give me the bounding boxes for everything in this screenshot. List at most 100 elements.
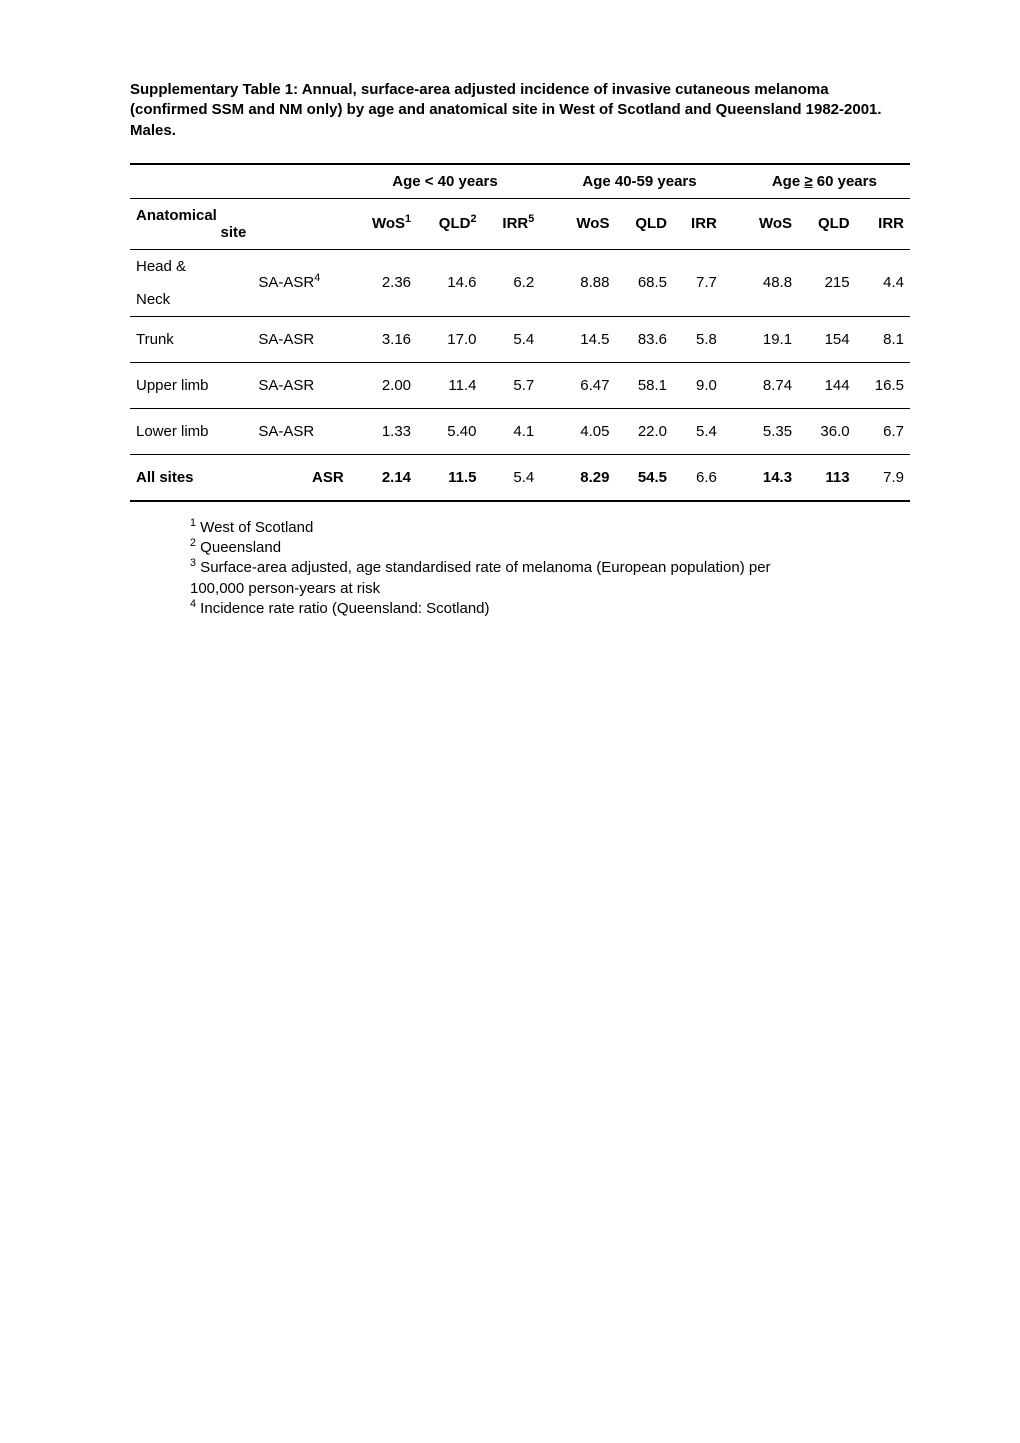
col-spacer <box>540 249 556 316</box>
footnote-3a: 3 Surface-area adjusted, age standardise… <box>190 558 910 578</box>
col-spacer <box>540 316 556 362</box>
row-measure: SA-ASR <box>252 408 349 454</box>
page: Supplementary Table 1: Annual, surface-a… <box>0 0 1020 1443</box>
cell: 11.5 <box>417 454 482 501</box>
cell: 54.5 <box>615 454 673 501</box>
cell: 22.0 <box>615 408 673 454</box>
col-spacer <box>723 454 739 501</box>
cell: 215 <box>798 249 856 316</box>
cell: 19.1 <box>739 316 798 362</box>
cell: 2.36 <box>350 249 417 316</box>
cell: 14.5 <box>556 316 615 362</box>
cell: 5.8 <box>673 316 723 362</box>
cell: 16.5 <box>856 362 910 408</box>
col-wos-3: WoS <box>739 198 798 249</box>
col-spacer <box>723 316 739 362</box>
cell: 4.05 <box>556 408 615 454</box>
cell: 17.0 <box>417 316 482 362</box>
age-group-3-prefix: Age <box>772 173 805 190</box>
cell: 6.6 <box>673 454 723 501</box>
col-spacer <box>540 454 556 501</box>
col-spacer <box>540 408 556 454</box>
cell: 6.7 <box>856 408 910 454</box>
row-measure-total: ASR <box>252 454 349 501</box>
cell: 5.7 <box>482 362 540 408</box>
col-anatomical: Anatomical <box>136 207 217 224</box>
col-wos-2: WoS <box>556 198 615 249</box>
col-spacer <box>252 164 349 199</box>
cell: 68.5 <box>615 249 673 316</box>
cell: 4.1 <box>482 408 540 454</box>
cell: 154 <box>798 316 856 362</box>
cell: 5.40 <box>417 408 482 454</box>
cell: 3.16 <box>350 316 417 362</box>
row-label-line2: Neck <box>130 283 252 317</box>
cell: 36.0 <box>798 408 856 454</box>
col-spacer <box>540 164 556 199</box>
col-qld-1: QLD2 <box>417 198 482 249</box>
cell: 1.33 <box>350 408 417 454</box>
age-group-3-header: Age ≥ 60 years <box>739 164 910 199</box>
col-spacer <box>723 249 739 316</box>
col-spacer <box>540 362 556 408</box>
cell: 5.4 <box>673 408 723 454</box>
col-spacer <box>723 408 739 454</box>
col-qld-3: QLD <box>798 198 856 249</box>
col-spacer <box>540 198 556 249</box>
footnote-3b: 100,000 person-years at risk <box>190 579 910 599</box>
cell: 5.35 <box>739 408 798 454</box>
col-anatomical-site: Anatomical site <box>130 198 252 249</box>
footnote-2: 2 Queensland <box>190 538 910 558</box>
col-spacer <box>723 164 739 199</box>
col-wos-1: WoS1 <box>350 198 417 249</box>
cell: 48.8 <box>739 249 798 316</box>
col-qld-2: QLD <box>615 198 673 249</box>
age-group-3-suffix: 60 years <box>813 173 877 190</box>
col-measure <box>252 198 349 249</box>
incidence-table: Age < 40 years Age 40-59 years Age ≥ 60 … <box>130 163 910 502</box>
age-group-1-header: Age < 40 years <box>350 164 541 199</box>
row-measure: SA-ASR <box>252 316 349 362</box>
col-spacer <box>723 198 739 249</box>
cell: 2.14 <box>350 454 417 501</box>
cell: 58.1 <box>615 362 673 408</box>
age-group-2-header: Age 40-59 years <box>556 164 723 199</box>
row-label: Upper limb <box>130 362 252 408</box>
cell: 5.4 <box>482 454 540 501</box>
row-label: Trunk <box>130 316 252 362</box>
cell: 113 <box>798 454 856 501</box>
col-spacer <box>723 362 739 408</box>
age-group-3-ge: ≥ <box>804 173 812 190</box>
row-measure: SA-ASR4 <box>252 249 349 316</box>
cell: 4.4 <box>856 249 910 316</box>
cell: 14.3 <box>739 454 798 501</box>
cell: 9.0 <box>673 362 723 408</box>
cell: 8.1 <box>856 316 910 362</box>
cell: 5.4 <box>482 316 540 362</box>
cell: 8.29 <box>556 454 615 501</box>
row-measure: SA-ASR <box>252 362 349 408</box>
col-site: site <box>136 224 246 241</box>
cell: 83.6 <box>615 316 673 362</box>
col-irr-3: IRR <box>856 198 910 249</box>
table-caption: Supplementary Table 1: Annual, surface-a… <box>130 80 910 141</box>
cell: 2.00 <box>350 362 417 408</box>
col-spacer <box>130 164 252 199</box>
cell: 7.9 <box>856 454 910 501</box>
footnote-1: 1 West of Scotland <box>190 518 910 538</box>
row-label: Head & <box>130 249 252 283</box>
footnotes: 1 West of Scotland 2 Queensland 3 Surfac… <box>190 518 910 619</box>
row-label-total: All sites <box>130 454 252 501</box>
col-irr-1: IRR5 <box>482 198 540 249</box>
cell: 7.7 <box>673 249 723 316</box>
footnote-4: 4 Incidence rate ratio (Queensland: Scot… <box>190 599 910 619</box>
row-label: Lower limb <box>130 408 252 454</box>
cell: 144 <box>798 362 856 408</box>
cell: 8.88 <box>556 249 615 316</box>
cell: 6.47 <box>556 362 615 408</box>
cell: 8.74 <box>739 362 798 408</box>
cell: 6.2 <box>482 249 540 316</box>
cell: 14.6 <box>417 249 482 316</box>
cell: 11.4 <box>417 362 482 408</box>
col-irr-2: IRR <box>673 198 723 249</box>
